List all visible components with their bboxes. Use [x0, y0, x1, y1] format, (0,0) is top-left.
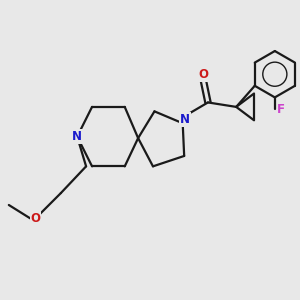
Text: N: N [72, 130, 82, 143]
Text: O: O [199, 68, 208, 81]
Text: O: O [31, 212, 40, 225]
Text: N: N [180, 113, 190, 126]
Text: F: F [278, 103, 285, 116]
